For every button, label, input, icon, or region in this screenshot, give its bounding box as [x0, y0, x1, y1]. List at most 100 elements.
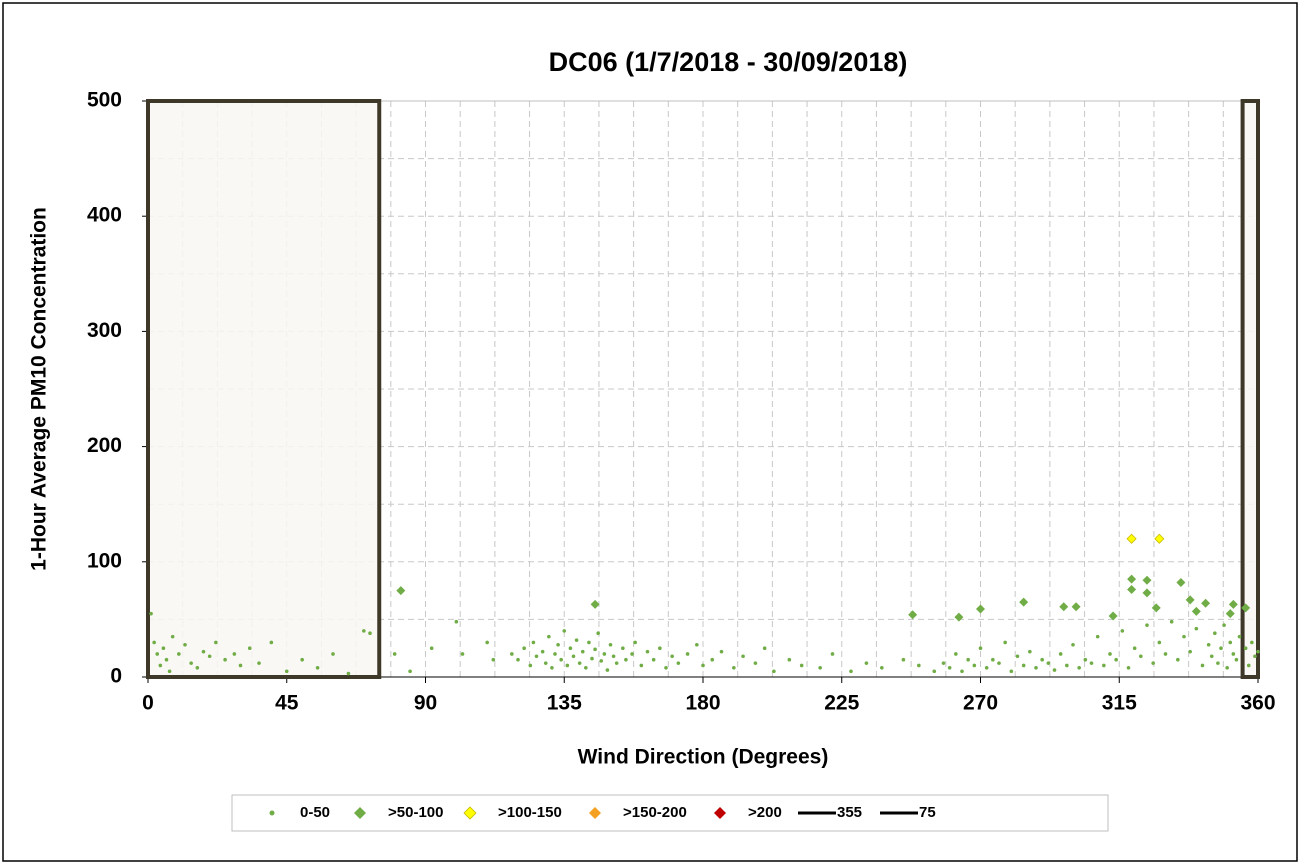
- point: [1126, 533, 1137, 544]
- point: [155, 652, 160, 656]
- point: [1154, 533, 1165, 544]
- legend-swatch: [714, 807, 726, 819]
- point: [710, 657, 715, 662]
- point: [1228, 599, 1238, 609]
- point: [540, 649, 545, 654]
- point: [531, 640, 536, 645]
- y-tick-label: 200: [87, 434, 122, 457]
- point: [1108, 611, 1118, 621]
- point: [1021, 663, 1026, 668]
- point: [1095, 634, 1100, 639]
- point: [1126, 665, 1131, 670]
- point: [997, 661, 1001, 665]
- point: [408, 669, 412, 674]
- point: [1077, 665, 1081, 670]
- point: [1157, 640, 1162, 645]
- point: [753, 661, 758, 665]
- point: [917, 663, 921, 668]
- point: [201, 649, 206, 654]
- point: [189, 661, 193, 665]
- point: [454, 619, 459, 624]
- point: [238, 663, 243, 668]
- point: [1059, 602, 1069, 612]
- point: [1200, 663, 1205, 668]
- point: [232, 652, 237, 656]
- point: [608, 642, 613, 647]
- point: [1246, 663, 1251, 668]
- point: [1142, 588, 1152, 598]
- point: [1058, 652, 1063, 656]
- point: [818, 665, 822, 670]
- point: [658, 646, 662, 650]
- x-tick-label: 45: [275, 692, 299, 715]
- point: [695, 642, 699, 647]
- point: [590, 599, 600, 609]
- point: [954, 612, 964, 622]
- point: [1009, 669, 1014, 674]
- point: [741, 654, 745, 659]
- point: [1151, 661, 1155, 665]
- point: [611, 654, 616, 659]
- point: [550, 665, 554, 670]
- point: [161, 646, 166, 650]
- chart-title: DC06 (1/7/2018 - 30/09/2018): [549, 47, 908, 77]
- point: [346, 671, 351, 676]
- x-tick-label: 90: [414, 692, 437, 715]
- point: [762, 646, 767, 650]
- x-axis-label: Wind Direction (Degrees): [578, 746, 829, 769]
- point: [568, 646, 573, 650]
- point: [1241, 603, 1251, 613]
- x-tick-label: 180: [685, 692, 720, 715]
- point: [522, 646, 526, 650]
- point: [1209, 654, 1214, 659]
- point: [1188, 649, 1192, 654]
- point: [491, 657, 496, 662]
- point: [1169, 619, 1174, 624]
- point: [1151, 603, 1161, 613]
- point: [534, 654, 539, 659]
- point: [799, 663, 804, 668]
- point: [1225, 609, 1235, 619]
- point: [587, 640, 591, 645]
- point: [1139, 654, 1143, 659]
- y-tick-label: 300: [87, 319, 122, 342]
- point: [223, 657, 227, 662]
- point: [701, 663, 705, 668]
- point: [978, 646, 983, 650]
- y-axis-label: 1-Hour Average PM10 Concentration: [28, 207, 51, 571]
- point: [577, 661, 582, 665]
- point: [599, 659, 604, 663]
- point: [1132, 646, 1137, 650]
- point: [485, 640, 489, 645]
- point: [596, 631, 600, 636]
- point: [571, 654, 576, 659]
- y-tick-label: 400: [87, 204, 122, 227]
- legend-label: >200: [748, 804, 782, 821]
- point: [584, 665, 588, 670]
- legend-label: 355: [837, 804, 862, 821]
- point: [1219, 646, 1223, 650]
- point: [1176, 578, 1186, 588]
- legend-swatch: [269, 810, 275, 816]
- point: [460, 652, 465, 656]
- point: [559, 657, 563, 662]
- point: [167, 669, 172, 674]
- point: [639, 663, 644, 668]
- point: [1194, 626, 1199, 631]
- point: [932, 669, 937, 674]
- point: [908, 610, 918, 620]
- point: [954, 652, 958, 656]
- x-tick-label: 360: [1240, 692, 1275, 715]
- point: [170, 634, 175, 639]
- point: [593, 647, 597, 652]
- point: [633, 640, 637, 645]
- point: [580, 649, 585, 654]
- point: [1102, 663, 1106, 668]
- x-tick-label: 315: [1102, 692, 1137, 715]
- y-tick-label: 100: [87, 549, 122, 572]
- point: [556, 642, 560, 647]
- point: [362, 629, 366, 633]
- point: [830, 652, 835, 656]
- point: [392, 652, 397, 656]
- x-tick-label: 225: [824, 692, 859, 715]
